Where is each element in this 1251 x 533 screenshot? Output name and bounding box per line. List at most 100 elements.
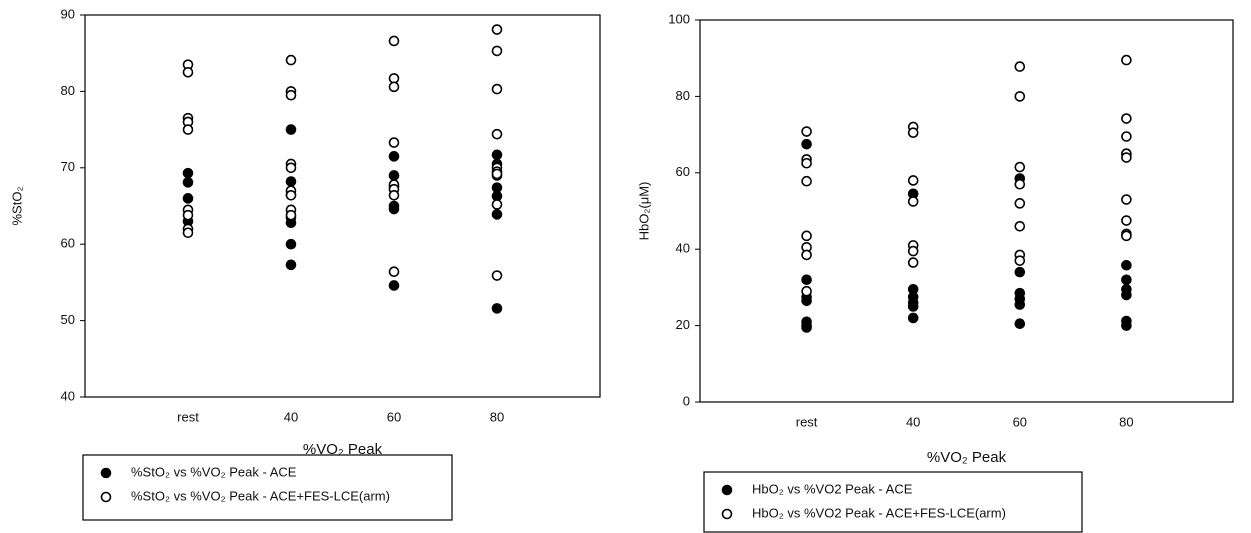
y-tick-label: 80 <box>676 88 690 103</box>
data-point <box>388 266 400 278</box>
data-point <box>801 249 812 261</box>
y-tick-label: 50 <box>61 312 75 327</box>
data-point <box>388 35 400 47</box>
data-point <box>388 190 400 201</box>
data-point <box>285 162 297 174</box>
data-point <box>1014 318 1026 329</box>
data-point <box>182 167 194 179</box>
plot-frame <box>699 19 1234 403</box>
x-tick-label: 80 <box>490 409 504 424</box>
legend-label: HbO₂ vs %VO2 Peak - ACE <box>752 481 913 496</box>
data-point <box>491 149 503 161</box>
data-point <box>285 209 297 221</box>
data-point <box>1014 266 1026 278</box>
chart: 40 50 60 70 80 90 rest 40 60 80 %StO₂ %VO₂ Peak %StO… <box>9 6 601 521</box>
legend-label: %StO₂ vs %VO₂ Peak - ACE <box>131 464 297 479</box>
data-point <box>907 301 919 312</box>
data-point <box>491 83 503 95</box>
x-tick-label: 60 <box>1013 414 1027 429</box>
data-point <box>285 259 297 271</box>
data-point <box>907 312 919 324</box>
y-tick-label: 60 <box>61 236 75 251</box>
x-axis-label: %VO₂ Peak <box>303 441 383 458</box>
data-point <box>907 175 919 186</box>
data-point <box>285 176 297 187</box>
data-point <box>1014 161 1026 173</box>
data-point <box>1014 299 1026 310</box>
plot-frame <box>84 14 601 398</box>
data-point <box>1121 215 1132 226</box>
y-tick-label: 70 <box>61 159 75 174</box>
data-point <box>388 151 400 162</box>
data-point <box>182 227 194 239</box>
y-tick-label: 40 <box>61 388 75 403</box>
x-tick-label: rest <box>177 409 199 424</box>
data-point <box>1014 91 1026 102</box>
data-point <box>1121 230 1132 242</box>
data-point <box>388 280 400 291</box>
data-point <box>907 257 919 268</box>
data-point <box>491 128 503 140</box>
data-point <box>182 193 194 204</box>
data-point <box>182 177 194 188</box>
y-axis-label: %StO₂ <box>9 187 24 226</box>
data-point <box>1121 259 1132 271</box>
y-axis-label: HbO₂(μM) <box>636 182 651 241</box>
data-point <box>1121 194 1132 205</box>
y-tick-label: 80 <box>61 83 75 98</box>
data-point <box>801 157 812 169</box>
y-tick-label: 40 <box>676 241 690 256</box>
legend-box <box>82 454 453 521</box>
data-point <box>801 138 812 150</box>
legend-marker <box>721 484 733 496</box>
data-point <box>801 175 812 187</box>
data-point <box>1121 320 1132 331</box>
data-point <box>182 67 194 78</box>
data-point <box>907 245 919 257</box>
x-tick-label: 40 <box>906 414 920 429</box>
data-point <box>491 199 503 210</box>
legend-label: HbO₂ vs %VO2 Peak - ACE+FES-LCE(arm) <box>752 505 1006 520</box>
data-point <box>491 209 503 220</box>
data-point <box>491 270 503 281</box>
data-point <box>388 137 400 148</box>
data-point <box>801 285 812 297</box>
data-point <box>285 54 297 66</box>
data-point <box>285 124 297 135</box>
data-point <box>801 126 812 137</box>
data-point <box>1014 198 1026 209</box>
data-point <box>1121 289 1132 301</box>
data-point <box>1014 61 1026 72</box>
legend-marker <box>100 491 112 503</box>
data-point <box>491 168 503 180</box>
data-point <box>388 170 400 181</box>
data-point <box>801 274 812 286</box>
legend-box <box>703 471 1083 533</box>
chart: 0 20 40 60 80 100 rest 40 60 80 HbO₂(μM) %VO₂ Peak H… <box>636 11 1234 533</box>
data-point <box>182 209 194 221</box>
data-point <box>1014 220 1026 232</box>
data-point <box>1121 54 1132 66</box>
y-tick-label: 100 <box>668 11 690 26</box>
x-tick-label: 80 <box>1119 414 1133 429</box>
data-point <box>388 203 400 215</box>
y-tick-label: 0 <box>683 393 690 408</box>
y-tick-label: 20 <box>676 317 690 332</box>
data-point <box>1121 113 1132 124</box>
data-point <box>1121 152 1132 163</box>
x-axis-label: %VO₂ Peak <box>927 449 1007 466</box>
data-point <box>1014 178 1026 190</box>
x-tick-label: 60 <box>387 409 401 424</box>
data-point <box>1014 255 1026 266</box>
y-tick-label: 90 <box>61 6 75 21</box>
x-tick-label: 40 <box>284 409 298 424</box>
data-point <box>285 238 297 250</box>
legend-marker <box>100 467 112 479</box>
data-point <box>801 322 812 333</box>
data-point <box>182 124 194 135</box>
data-point <box>1121 131 1132 142</box>
legend-marker <box>721 508 733 520</box>
data-point <box>491 24 503 35</box>
data-point <box>801 230 812 242</box>
